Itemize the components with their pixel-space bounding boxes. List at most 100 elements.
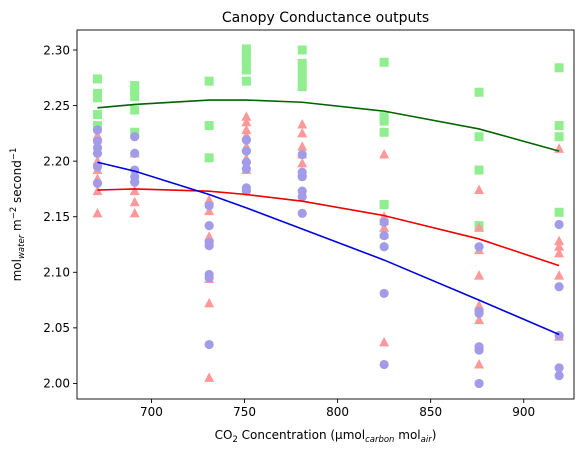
data-point-triangle (204, 231, 215, 241)
lines-layer (97, 99, 560, 336)
data-point-circle (204, 339, 214, 350)
data-point-square (130, 85, 140, 95)
data-point-square (241, 76, 251, 86)
x-axis-label-part: ) (432, 428, 437, 442)
data-point-square (297, 58, 307, 68)
series-line-blue (97, 161, 560, 336)
data-point-square (297, 66, 307, 76)
data-point-circle (130, 148, 140, 158)
data-point-square (379, 127, 389, 137)
data-point-square (92, 74, 102, 84)
data-point-triangle (554, 270, 565, 280)
y-tick-label: 2.00 (43, 377, 70, 391)
y-tick-label: 2.20 (43, 154, 70, 168)
x-tick-label: 850 (419, 405, 442, 419)
data-point-square (241, 59, 251, 69)
data-point-circle (554, 363, 564, 373)
y-axis-label-part: second (10, 160, 24, 207)
data-point-circle (241, 186, 251, 196)
x-axis-label-sub: air (421, 435, 433, 445)
data-point-circle (204, 241, 214, 251)
data-point-circle (241, 146, 251, 156)
data-point-circle (297, 208, 307, 218)
data-point-square (379, 57, 389, 67)
x-axis-label-sub: carbon (365, 435, 394, 445)
data-point-circle (130, 132, 140, 142)
data-point-square (297, 74, 307, 84)
points-layer (92, 44, 565, 389)
data-point-triangle (241, 124, 252, 135)
data-point-square (92, 93, 102, 103)
data-point-circle (92, 136, 103, 146)
data-point-triangle (297, 141, 308, 151)
data-point-square (297, 82, 307, 92)
x-axis-label-part: mol (394, 428, 420, 442)
data-point-square (474, 87, 484, 97)
x-axis-label: CO2 Concentration (µmolcarbon molair) (215, 428, 437, 445)
x-axis-label-part: Concentration (µmol (238, 428, 365, 442)
y-axis-label: molwater m−2 second−1 (9, 148, 27, 282)
data-point-triangle (92, 185, 103, 196)
data-point-circle (474, 242, 484, 252)
data-point-triangle (241, 111, 252, 121)
data-point-triangle (129, 207, 140, 218)
data-point-square (241, 48, 251, 58)
data-point-triangle (554, 235, 565, 246)
data-point-circle (379, 217, 389, 227)
data-point-square (241, 65, 251, 75)
data-point-circle (297, 172, 307, 182)
data-point-triangle (474, 314, 485, 325)
data-point-circle (474, 378, 484, 389)
series-line-green (97, 99, 560, 152)
data-point-circle (554, 219, 564, 230)
data-point-circle (92, 162, 103, 172)
data-point-circle (379, 242, 389, 252)
data-point-triangle (554, 247, 565, 258)
data-point-triangle (554, 241, 565, 251)
y-tick-label: 2.15 (43, 210, 70, 224)
data-point-triangle (204, 194, 215, 205)
data-point-circle (297, 149, 307, 160)
data-point-triangle (129, 196, 140, 207)
data-point-square (204, 76, 214, 86)
data-point-triangle (204, 297, 215, 308)
x-axis: 700 750 800 850 900 (140, 399, 535, 419)
data-point-triangle (474, 222, 485, 232)
x-tick-label: 900 (512, 405, 535, 419)
data-point-square (204, 121, 214, 131)
data-point-circle (204, 201, 214, 211)
plot-frame (76, 29, 575, 400)
data-point-triangle (474, 359, 485, 369)
x-axis-label-part: CO (215, 428, 233, 442)
data-point-circle (241, 135, 251, 145)
data-point-square (204, 153, 214, 163)
data-point-circle (474, 345, 484, 355)
data-point-circle (554, 371, 564, 381)
plot-area (92, 44, 565, 389)
data-point-triangle (297, 118, 308, 129)
data-point-square (379, 199, 389, 209)
y-axis-label-part: mol (10, 259, 24, 281)
data-point-circle (379, 288, 389, 299)
data-point-triangle (241, 116, 252, 127)
y-axis: 2.00 2.05 2.10 2.15 2.20 2.25 2.30 (43, 43, 77, 391)
data-point-triangle (379, 336, 390, 347)
data-point-triangle (474, 300, 485, 310)
y-tick-label: 2.10 (43, 266, 70, 280)
data-point-triangle (92, 130, 103, 140)
data-point-circle (379, 231, 389, 241)
data-point-triangle (129, 185, 140, 196)
data-point-circle (130, 177, 140, 187)
series-line-red (97, 188, 560, 267)
data-point-circle (241, 164, 251, 174)
data-point-triangle (297, 157, 308, 168)
data-point-circle (204, 221, 214, 231)
data-point-square (554, 207, 564, 217)
data-point-square (241, 54, 251, 64)
data-point-circle (474, 308, 484, 319)
y-axis-label-sup: −2 (9, 207, 19, 220)
data-point-triangle (379, 148, 390, 159)
data-point-circle (379, 359, 389, 370)
data-point-square (474, 132, 484, 142)
